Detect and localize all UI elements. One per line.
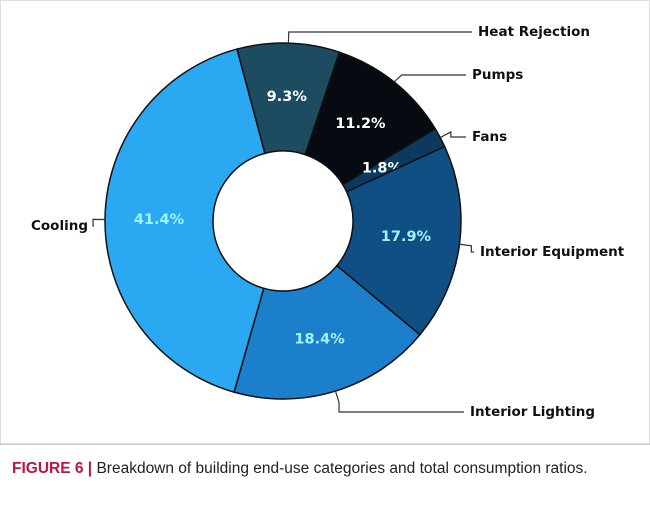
- caption-label: FIGURE 6 |: [12, 460, 93, 477]
- caption: FIGURE 6 | Breakdown of building end-use…: [12, 457, 612, 480]
- leader-line: [393, 74, 466, 83]
- legend-label: Interior Lighting: [470, 404, 595, 420]
- legend-label: Interior Equipment: [480, 244, 625, 260]
- leader-line: [92, 218, 106, 227]
- value-label: 41.4%: [134, 212, 185, 228]
- legend-label: Pumps: [472, 67, 523, 83]
- value-label: 18.4%: [294, 331, 345, 347]
- slice: [104, 48, 266, 394]
- value-label: 9.3%: [267, 89, 308, 105]
- leader-line: [439, 130, 466, 139]
- leader-line: [334, 390, 464, 413]
- chart: 9.3%Heat Rejection11.2%Pumps1.8%Fans17.9…: [0, 0, 650, 445]
- value-label: 11.2%: [335, 116, 386, 132]
- legend-label: Cooling: [31, 218, 88, 234]
- leader-line: [287, 31, 472, 44]
- legend-label: Fans: [472, 129, 507, 145]
- leader-line: [459, 243, 474, 253]
- caption-text: Breakdown of building end-use categories…: [96, 460, 588, 477]
- value-label: 17.9%: [381, 229, 432, 245]
- legend-label: Heat Rejection: [478, 24, 590, 40]
- slice: [335, 145, 462, 336]
- slice: [233, 264, 421, 400]
